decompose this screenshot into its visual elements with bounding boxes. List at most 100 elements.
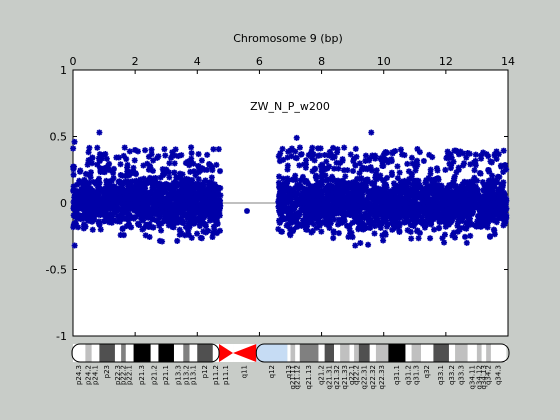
x-tick-label: 14 (501, 55, 515, 68)
y-tick-label: -0.5 (46, 264, 67, 277)
data-point (285, 148, 292, 155)
data-point (362, 152, 369, 159)
data-point (145, 153, 152, 160)
data-point (416, 229, 423, 236)
data-point (487, 177, 494, 184)
data-point (449, 232, 456, 239)
data-point (377, 224, 384, 231)
data-point (106, 160, 113, 167)
data-point (81, 184, 88, 191)
data-point (287, 232, 294, 239)
data-point (463, 239, 470, 246)
data-point (124, 192, 131, 199)
data-point (479, 218, 486, 225)
data-point (70, 171, 77, 178)
data-point (151, 201, 158, 208)
data-point (376, 174, 383, 181)
ideogram-band-label: p23 (103, 365, 111, 378)
y-tick-label: 0.5 (50, 131, 68, 144)
data-point (139, 226, 146, 233)
data-point (210, 229, 217, 236)
data-point (495, 151, 502, 158)
data-point (333, 159, 340, 166)
data-point (301, 185, 308, 192)
data-point (94, 195, 101, 202)
data-point (292, 176, 299, 183)
data-point (178, 230, 185, 237)
data-point (115, 186, 122, 193)
data-point (72, 194, 79, 201)
ideogram-band-label: q34.2 (485, 365, 493, 385)
data-point (470, 179, 477, 186)
data-point (488, 159, 495, 166)
ideogram-band-label: q13 (285, 365, 293, 378)
data-point (167, 209, 174, 216)
data-point (109, 212, 116, 219)
data-point (500, 222, 507, 229)
data-point (80, 181, 87, 188)
data-point (178, 188, 185, 195)
data-point (416, 190, 423, 197)
data-point (139, 212, 146, 219)
data-point (466, 191, 473, 198)
data-point (483, 200, 490, 207)
data-point (207, 213, 214, 220)
data-point (82, 170, 89, 177)
data-point (103, 155, 110, 162)
data-point (77, 215, 84, 222)
data-point (400, 197, 407, 204)
data-point (341, 167, 348, 174)
data-point (293, 223, 300, 230)
data-point (402, 200, 409, 207)
data-point (472, 157, 479, 164)
data-point (89, 187, 96, 194)
data-point (351, 213, 358, 220)
data-point (114, 218, 121, 225)
data-point (313, 172, 320, 179)
data-point (303, 212, 310, 219)
data-point (70, 188, 77, 195)
data-point (167, 196, 174, 203)
data-point (303, 157, 310, 164)
ideogram-band-label: q21.13 (305, 365, 313, 389)
data-point (366, 203, 373, 210)
data-point (276, 184, 283, 191)
data-point (99, 198, 106, 205)
data-point (402, 186, 409, 193)
x-tick-label: 6 (256, 55, 263, 68)
data-point (134, 185, 141, 192)
data-point (475, 214, 482, 221)
data-point (502, 162, 509, 169)
data-point (196, 221, 203, 228)
data-point (177, 174, 184, 181)
data-point (394, 209, 401, 216)
data-point (379, 232, 386, 239)
data-point (389, 149, 396, 156)
data-point (387, 191, 394, 198)
data-point (319, 168, 326, 175)
data-point (115, 154, 122, 161)
data-point (443, 185, 450, 192)
data-point (116, 195, 123, 202)
data-point (324, 221, 331, 228)
data-point (314, 212, 321, 219)
data-point (188, 234, 195, 241)
data-point (104, 213, 111, 220)
data-point (318, 228, 325, 235)
data-point (343, 188, 350, 195)
data-point (344, 196, 351, 203)
data-point (459, 193, 466, 200)
data-point (309, 168, 316, 175)
ideogram-band (369, 344, 376, 362)
ideogram-band-label: p24.2 (85, 365, 93, 385)
data-point (95, 185, 102, 192)
data-point (152, 187, 159, 194)
data-point (451, 210, 458, 217)
data-point (296, 144, 303, 151)
data-point (490, 213, 497, 220)
data-point (216, 227, 223, 234)
data-point (193, 184, 200, 191)
data-point (453, 192, 460, 199)
data-point (471, 167, 478, 174)
data-point (86, 144, 93, 151)
